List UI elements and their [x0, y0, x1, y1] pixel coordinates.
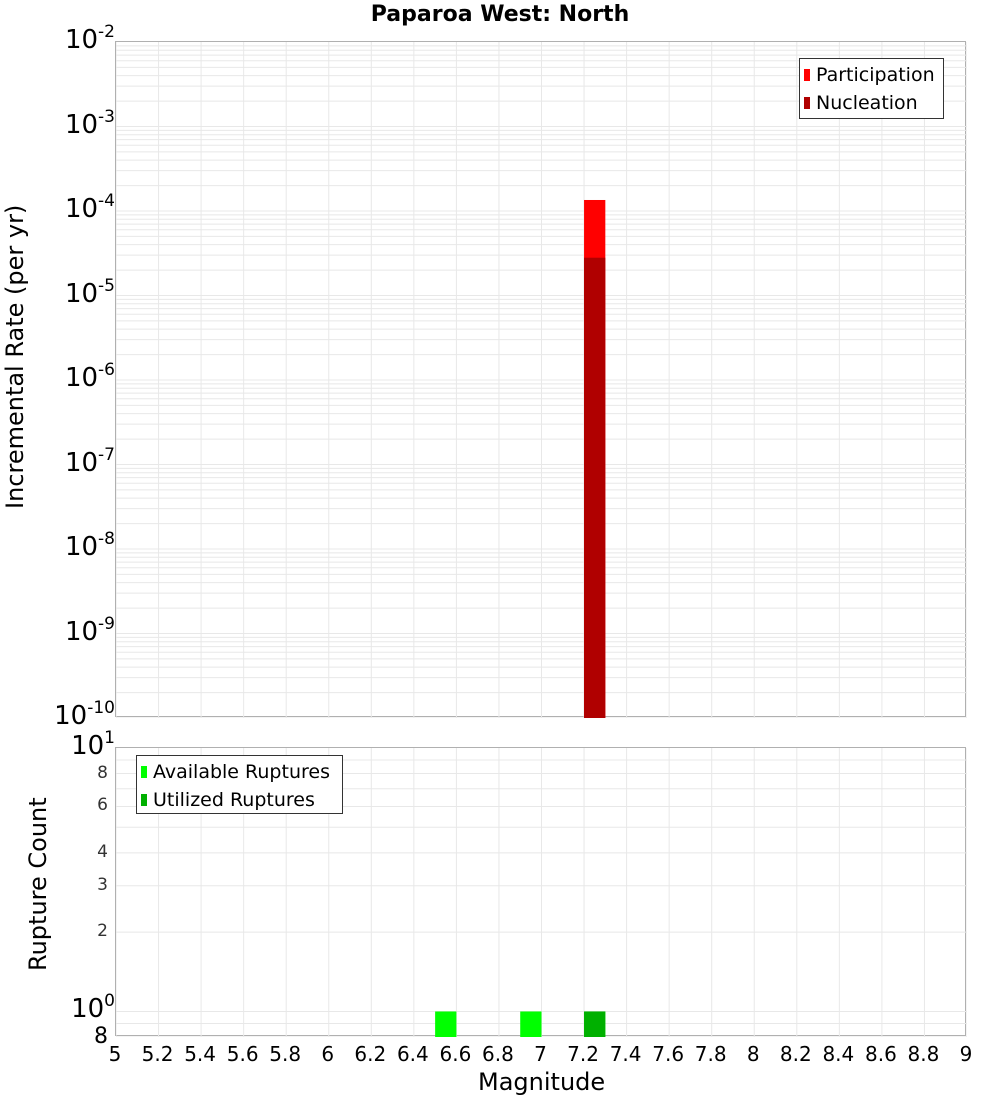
x-tick-label: 7.4: [610, 1042, 642, 1066]
y-minor-tick-label: 2: [60, 921, 108, 941]
y-tick-label: 10-8: [40, 534, 115, 560]
x-tick-label: 8.2: [780, 1042, 812, 1066]
y-minor-tick-label: 4: [60, 842, 108, 862]
x-tick-label: 5.2: [142, 1042, 174, 1066]
top-plot-area: [115, 41, 966, 717]
x-tick-label: 6.2: [354, 1042, 386, 1066]
x-axis-label: Magnitude: [478, 1068, 605, 1096]
x-tick-label: 7: [534, 1042, 547, 1066]
x-tick-label: 8.6: [865, 1042, 897, 1066]
x-tick-label: 8: [747, 1042, 760, 1066]
y-tick-label: 10-5: [40, 281, 115, 307]
y-tick-label: 10-9: [40, 619, 115, 645]
y-tick-label: 10-6: [40, 365, 115, 391]
nucleation-swatch-icon: [804, 97, 810, 109]
legend-label: Utilized Ruptures: [153, 789, 315, 811]
available-swatch-icon: [141, 766, 147, 778]
y-tick-label: 10-4: [40, 196, 115, 222]
bar-available-ruptures: [520, 1011, 541, 1037]
x-tick-label: 6.8: [482, 1042, 514, 1066]
utilized-swatch-icon: [141, 794, 147, 806]
legend-item-participation: Participation: [804, 61, 939, 89]
y-minor-tick-label: 3: [60, 875, 108, 895]
bar-nucleation: [584, 258, 605, 718]
chart-title: Paparoa West: North: [0, 2, 1000, 27]
top-y-axis-label: Incremental Rate (per yr): [1, 249, 29, 509]
x-tick-label: 5: [109, 1042, 122, 1066]
x-tick-label: 7.6: [652, 1042, 684, 1066]
y-tick-label-bottom: 8: [40, 1024, 108, 1050]
x-tick-label: 6: [321, 1042, 334, 1066]
legend-label: Participation: [816, 64, 935, 86]
legend-label: Nucleation: [816, 92, 918, 114]
bottom-legend: Available Ruptures Utilized Ruptures: [136, 755, 343, 814]
x-tick-label: 9: [960, 1042, 973, 1066]
x-tick-label: 5.4: [184, 1042, 216, 1066]
x-tick-label: 6.4: [397, 1042, 429, 1066]
participation-swatch-icon: [804, 69, 810, 81]
y-tick-label: 10-10: [40, 703, 115, 729]
x-tick-label: 8.4: [822, 1042, 854, 1066]
legend-item-utilized: Utilized Ruptures: [141, 786, 338, 814]
legend-label: Available Ruptures: [153, 761, 330, 783]
y-minor-tick-label: 6: [60, 795, 108, 815]
x-tick-label: 8.8: [908, 1042, 940, 1066]
y-tick-label: 10-7: [40, 450, 115, 476]
legend-item-nucleation: Nucleation: [804, 89, 939, 117]
x-tick-label: 5.6: [227, 1042, 259, 1066]
top-plot-grid-and-bars: [116, 42, 967, 718]
legend-item-available: Available Ruptures: [141, 758, 338, 786]
x-tick-label: 7.8: [695, 1042, 727, 1066]
bar-available-ruptures: [435, 1011, 456, 1037]
y-tick-label: 10-3: [40, 112, 115, 138]
x-tick-label: 5.8: [269, 1042, 301, 1066]
y-tick-label: 100: [40, 996, 115, 1022]
x-tick-label: 6.6: [439, 1042, 471, 1066]
y-tick-label: 101: [40, 733, 115, 759]
y-tick-label: 10-2: [40, 27, 115, 53]
x-tick-label: 7.2: [567, 1042, 599, 1066]
bar-utilized-ruptures: [584, 1011, 605, 1037]
y-minor-tick-label: 8: [60, 763, 108, 783]
top-legend: Participation Nucleation: [799, 58, 944, 119]
bottom-y-axis-label: Rupture Count: [24, 811, 52, 971]
